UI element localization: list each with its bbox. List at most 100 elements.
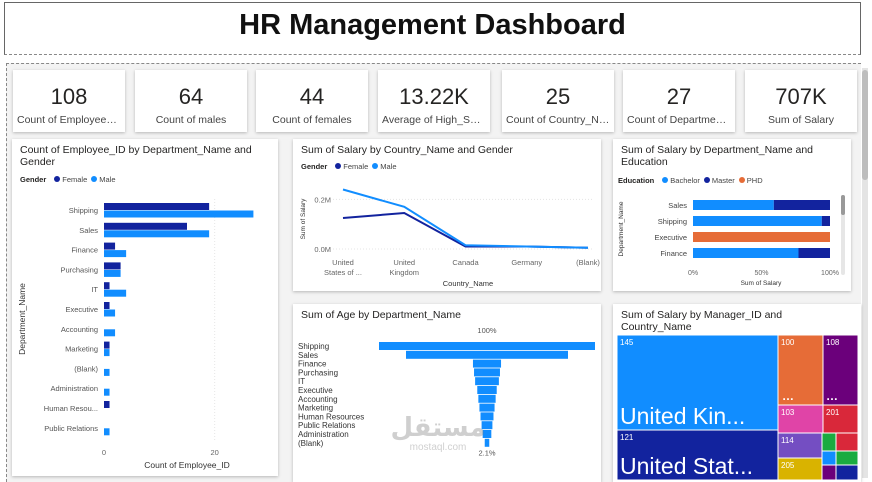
bar-male (104, 368, 110, 376)
treemap-country-label: United Stat... (620, 453, 753, 479)
x-tick-label: 20 (210, 448, 218, 457)
y-axis-title: Department_Name (17, 283, 27, 355)
kpi-value: 27 (666, 84, 692, 109)
treemap-manager-label: 145 (620, 338, 634, 347)
header-bar: HR Management Dashboard (4, 2, 861, 55)
legend-master: Master (711, 176, 735, 185)
category-label: (Blank) (298, 439, 324, 448)
x-tick-label: 50% (754, 270, 768, 277)
watermark-latin: mostaql.com (409, 442, 467, 453)
employees-bar-chart[interactable]: Shipping Sales Finance Purchasing IT Executiv… (12, 139, 278, 476)
age-funnel-chart[interactable]: 100% ShippingSalesFinancePurchasingITExec… (293, 304, 601, 482)
category-label: Executive (298, 386, 333, 395)
scrollbar-thumb (841, 195, 845, 215)
kpi-card-females[interactable]: 44 Count of females (256, 70, 368, 132)
kpi-card-males[interactable]: 64 Count of males (135, 70, 247, 132)
category-label: Purchasing (298, 368, 338, 377)
category-label: Shipping (658, 217, 687, 226)
category-label: Public Relations (298, 421, 355, 430)
category-label: Finance (298, 360, 327, 369)
bar-male (104, 309, 116, 317)
kpi-label: Count of Country_Name (506, 114, 610, 126)
watermark: مستقل mostaql.com (378, 414, 498, 453)
category-label: IT (91, 285, 98, 294)
category-label: Marketing (65, 345, 98, 354)
category-label: Human Resou... (44, 404, 98, 413)
bar-bachelor (693, 248, 799, 258)
kpi-card-avg-high-salary[interactable]: 13.22K Average of High_Salary (378, 70, 490, 132)
treemap-subtile (821, 464, 837, 481)
legend-title: Gender (301, 162, 328, 171)
page-scrollbar[interactable] (862, 68, 868, 478)
category-label: Marketing (298, 404, 333, 413)
bar-female (104, 282, 110, 290)
category-label: Executive (654, 233, 687, 242)
x-tick-label: (Blank) (576, 258, 600, 267)
salary-by-country-panel[interactable]: Sum of Salary by Country_Name and Gender… (293, 139, 601, 291)
chart-legend: Gender Female Male (301, 162, 397, 171)
treemap-subtile (835, 464, 859, 481)
treemap-tile (822, 404, 859, 434)
scrollbar-thumb[interactable] (862, 70, 868, 180)
employees-by-department-panel[interactable]: Count of Employee_ID by Department_Name … (12, 139, 278, 476)
salary-treemap[interactable]: 145 United Kin... 121 United Stat... 100 108 1… (613, 304, 861, 482)
funnel-bar (482, 430, 492, 438)
salary-treemap-panel[interactable]: Sum of Salary by Manager_ID and Country_… (613, 304, 861, 482)
treemap-tile (616, 334, 779, 431)
treemap-manager-label: 121 (620, 433, 634, 442)
bar-bachelor (693, 200, 774, 210)
funnel-bar (477, 386, 497, 394)
treemap-manager-label: 114 (781, 436, 794, 445)
legend-female: Female (343, 162, 369, 171)
treemap-manager-label: 108 (826, 338, 840, 347)
chart-title: Sum of Salary by Department_Name and Edu… (621, 144, 814, 168)
x-tick-label: Germany (511, 258, 542, 267)
x-tick-label: 0 (102, 448, 106, 457)
bar-male (104, 250, 127, 258)
education-stacked-bar-chart[interactable]: Sales Shipping Executive Finance 0% 50% 100% Su… (613, 139, 851, 291)
x-tick-label: United (332, 258, 354, 267)
line-female (342, 212, 589, 249)
kpi-card-sum-salary[interactable]: 707K Sum of Salary (745, 70, 857, 132)
chart-title: Count of Employee_ID by Department_Name … (20, 144, 252, 168)
bar-male (104, 289, 127, 297)
scrollbar-track (841, 195, 845, 275)
kpi-card-departments[interactable]: 27 Count of Department_Name (623, 70, 735, 132)
kpi-card-employees[interactable]: 108 Count of Employee_ID (13, 70, 125, 132)
x-axis-title: Count of Employee_ID (144, 460, 230, 470)
treemap-tile (616, 429, 779, 481)
chart-legend: Gender Female Male (20, 175, 116, 184)
legend-dot-female (54, 176, 61, 182)
legend-bachelor: Bachelor (670, 176, 700, 185)
legend-dot-master (703, 177, 710, 183)
salary-by-education-panel[interactable]: Sum of Salary by Department_Name and Edu… (613, 139, 851, 291)
bar-master (821, 216, 830, 226)
funnel-bar (406, 350, 568, 359)
kpi-card-countries[interactable]: 25 Count of Country_Name (502, 70, 614, 132)
y-tick-label: 0.2M (314, 195, 331, 204)
kpi-label: Count of females (272, 114, 352, 126)
funnel-bar (480, 412, 494, 421)
category-label: Accounting (61, 325, 98, 334)
x-tick-label: 100% (821, 270, 839, 277)
legend-dot-bachelor (662, 177, 669, 183)
watermark-arabic: مستقل (390, 413, 486, 443)
legend-dot-male (91, 176, 98, 182)
category-label: Shipping (69, 206, 98, 215)
page-title: HR Management Dashboard (239, 9, 626, 41)
legend-male: Male (380, 162, 397, 171)
treemap-subtile (821, 432, 837, 452)
treemap-manager-label: 205 (781, 461, 795, 470)
bar-male (104, 388, 110, 396)
funnel-bar (481, 421, 493, 430)
treemap-subtile (821, 450, 837, 466)
chart-title: Sum of Age by Department_Name (301, 309, 461, 321)
legend-female: Female (62, 175, 88, 184)
legend-dot-female (335, 163, 342, 169)
treemap-manager-label: 201 (826, 408, 840, 417)
age-funnel-panel[interactable]: Sum of Age by Department_Name 100% Shippi… (293, 304, 601, 482)
legend-dot-phd (738, 177, 745, 183)
category-label: IT (298, 377, 305, 386)
treemap-manager-label: 100 (781, 338, 795, 347)
